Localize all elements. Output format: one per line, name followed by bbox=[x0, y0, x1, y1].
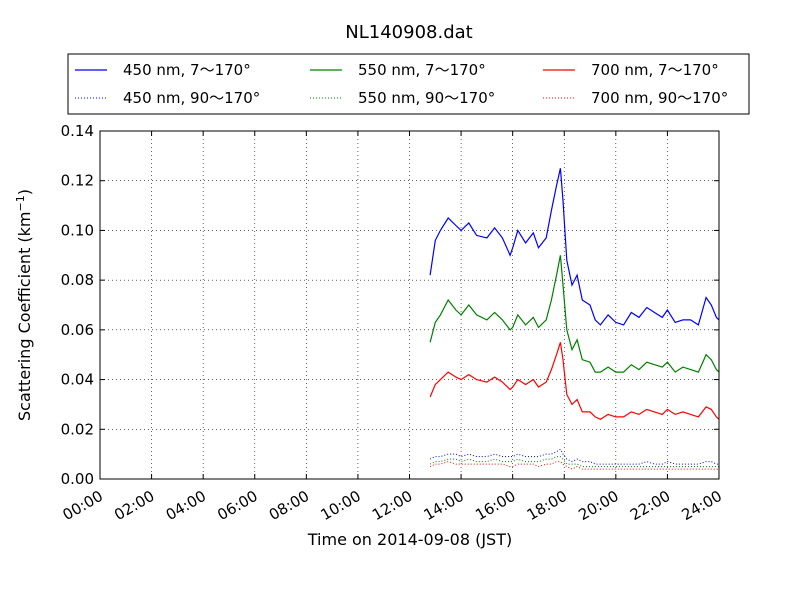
x-tick-label: 20:00 bbox=[575, 487, 621, 524]
series-line-5 bbox=[429, 461, 719, 470]
y-tick-label: 0.14 bbox=[61, 122, 94, 140]
series-line-3 bbox=[429, 448, 719, 465]
x-tick-label: 16:00 bbox=[472, 487, 518, 524]
y-axis-label-sup: −1 bbox=[14, 195, 27, 211]
series-line-4 bbox=[429, 456, 719, 468]
legend: 450 nm, 7～170° 550 nm, 7～170° 700 nm, 7～17… bbox=[67, 53, 750, 115]
x-tick-label: 10:00 bbox=[317, 487, 363, 524]
y-tick-label: 0.08 bbox=[61, 271, 94, 289]
x-tick-label: 22:00 bbox=[627, 487, 673, 524]
x-tick-label: 14:00 bbox=[421, 487, 467, 524]
legend-label: 700 nm, 90～170° bbox=[591, 89, 728, 107]
series-layer bbox=[429, 168, 720, 470]
legend-label: 450 nm, 7～170° bbox=[123, 61, 251, 79]
x-axis-label: Time on 2014-09-08 (JST) bbox=[307, 530, 512, 549]
y-axis-label-main: Scattering Coefficient (km bbox=[15, 211, 34, 421]
x-tick-label: 02:00 bbox=[111, 487, 157, 524]
series-line-1 bbox=[429, 255, 720, 373]
x-tick-label: 24:00 bbox=[679, 487, 725, 524]
chart-title: NL140908.dat bbox=[345, 22, 472, 43]
y-tick-label: 0.00 bbox=[61, 470, 94, 488]
x-tick-label: 08:00 bbox=[266, 487, 312, 524]
y-axis-label-close: ) bbox=[15, 189, 34, 195]
x-tick-label: 04:00 bbox=[163, 487, 209, 524]
y-tick-label: 0.04 bbox=[61, 371, 94, 389]
y-tick-label: 0.12 bbox=[61, 172, 94, 190]
y-axis-label: Scattering Coefficient (km−1) bbox=[14, 189, 34, 421]
y-tick-label: 0.06 bbox=[61, 321, 94, 339]
y-tick-label: 0.02 bbox=[61, 420, 94, 438]
legend-label: 550 nm, 90～170° bbox=[358, 89, 495, 107]
x-tick-label: 18:00 bbox=[524, 487, 570, 524]
legend-label: 550 nm, 7～170° bbox=[358, 61, 486, 79]
series-line-2 bbox=[429, 342, 720, 420]
x-tick-label: 00:00 bbox=[60, 487, 106, 524]
grid bbox=[99, 130, 720, 480]
y-tick-label: 0.10 bbox=[61, 221, 94, 239]
series-line-0 bbox=[429, 168, 720, 326]
legend-box bbox=[67, 53, 750, 115]
legend-label: 700 nm, 7～170° bbox=[591, 61, 719, 79]
x-tick-label: 12:00 bbox=[369, 487, 415, 524]
legend-label: 450 nm, 90～170° bbox=[123, 89, 260, 107]
x-tick-label: 06:00 bbox=[214, 487, 260, 524]
